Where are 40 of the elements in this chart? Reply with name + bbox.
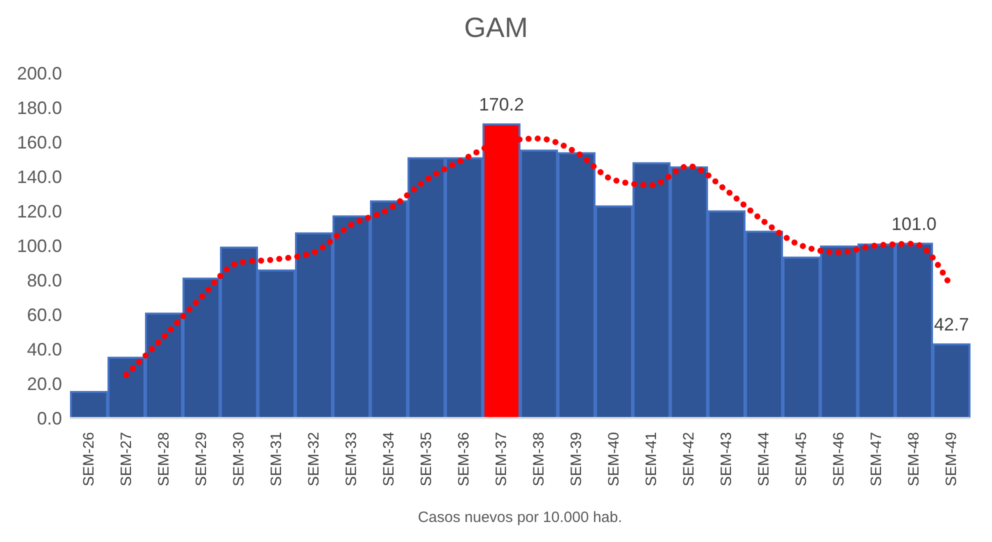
x-tick-label: SEM-42 xyxy=(680,432,698,486)
x-tick-label: SEM-30 xyxy=(230,432,248,486)
x-tick-label: SEM-48 xyxy=(905,432,922,486)
x-tick-label: SEM-47 xyxy=(868,432,885,486)
y-tick-label: 160.0 xyxy=(16,132,62,152)
x-tick-label: SEM-41 xyxy=(642,432,660,486)
x-tick-label: SEM-37 xyxy=(492,432,510,486)
chart-title: GAM xyxy=(463,11,529,45)
x-tick-label: SEM-34 xyxy=(380,432,398,486)
y-tick-label: 60.0 xyxy=(26,304,62,325)
y-tick-label: 120.0 xyxy=(16,201,62,222)
x-tick-label: SEM-49 xyxy=(942,432,960,486)
y-tick-label: 200.0 xyxy=(16,63,62,84)
x-tick-label: SEM-29 xyxy=(192,432,210,486)
x-tick-label: SEM-45 xyxy=(792,432,810,486)
x-tick-label: SEM-46 xyxy=(830,432,848,486)
x-tick-label: SEM-27 xyxy=(118,432,135,486)
y-tick-label: 20.0 xyxy=(26,374,62,394)
y-tick-label: 100.0 xyxy=(16,236,62,256)
y-tick-label: 40.0 xyxy=(26,339,62,360)
x-tick-label: SEM-26 xyxy=(80,432,98,486)
y-tick-label: 140.0 xyxy=(16,166,62,187)
x-tick-label: SEM-44 xyxy=(755,432,772,486)
x-tick-label: SEM-36 xyxy=(455,432,472,486)
x-axis-title: Casos nuevos por 10.000 hab. xyxy=(418,509,622,526)
data-label: 101.0 xyxy=(891,214,937,234)
y-tick-label: 180.0 xyxy=(16,98,62,118)
x-tick-label: SEM-43 xyxy=(718,432,735,486)
data-label: 42.7 xyxy=(934,314,970,334)
x-tick-label: SEM-40 xyxy=(605,432,622,486)
x-tick-label: SEM-32 xyxy=(305,432,322,486)
y-tick-label: 80.0 xyxy=(26,270,62,290)
x-tick-label: SEM-35 xyxy=(418,432,435,486)
data-label: 170.2 xyxy=(478,94,524,114)
y-tick-label: 0.0 xyxy=(36,408,62,428)
x-tick-label: SEM-33 xyxy=(342,432,360,486)
x-tick-label: SEM-28 xyxy=(155,432,172,486)
x-tick-label: SEM-39 xyxy=(568,432,585,486)
x-tick-label: SEM-31 xyxy=(268,432,285,486)
x-tick-label: SEM-38 xyxy=(530,432,548,486)
